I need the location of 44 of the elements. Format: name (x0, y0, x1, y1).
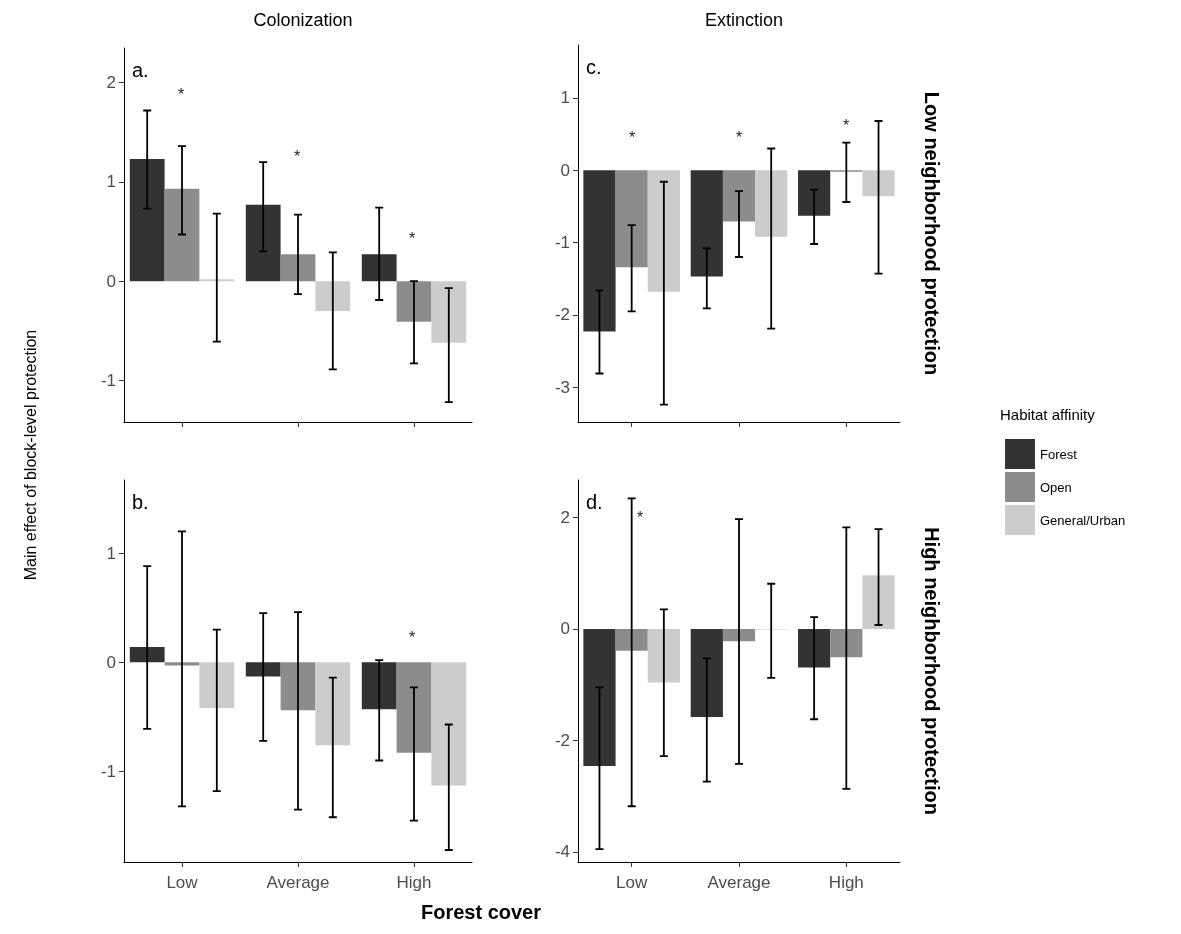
annotation: * (408, 628, 416, 646)
y-tick-label: -1 (100, 761, 116, 781)
annotation: * (293, 147, 301, 165)
x-tick-label: Average (707, 873, 771, 892)
y-tick-label: 1 (560, 88, 570, 108)
y-tick-label: -4 (554, 842, 570, 862)
annotation: * (628, 128, 636, 146)
annotation: d. (586, 491, 603, 513)
y-tick-label: -1 (554, 233, 570, 253)
y-tick-label: 0 (106, 652, 116, 672)
annotation: * (636, 508, 644, 526)
x-tick-label: High (828, 873, 864, 892)
chart-title: Extinction (704, 10, 784, 30)
legend-title: Habitat affinity (1000, 405, 1096, 423)
annotation: b. (132, 491, 149, 513)
y-tick-label: -3 (554, 377, 570, 397)
y-tick-label: 0 (560, 160, 570, 180)
text: Low neighborhood protection (921, 91, 943, 376)
annotation: * (842, 116, 850, 134)
y-tick-label: -1 (100, 370, 116, 390)
y-tick-label: 0 (560, 619, 570, 639)
legend-label: Forest (1040, 446, 1078, 462)
annotation: a. (132, 59, 149, 81)
legend-label: General/Urban (1040, 512, 1126, 528)
x-tick-label: Low (166, 873, 199, 892)
y-tick-label: -2 (554, 730, 570, 750)
x-tick-label: High (396, 873, 432, 892)
y-axis-title: Main effect of block-level protection (21, 329, 39, 581)
x-axis-title: Forest cover (420, 901, 542, 923)
annotation: * (735, 128, 743, 146)
legend-label: Open (1040, 479, 1072, 495)
y-tick-label: 2 (106, 73, 116, 93)
annotation: * (177, 85, 185, 103)
y-tick-label: 1 (106, 543, 116, 563)
chart-title: Colonization (253, 10, 353, 30)
annotation: c. (586, 56, 602, 78)
y-tick-label: 2 (560, 507, 570, 527)
text: High neighborhood protection (921, 527, 943, 815)
x-tick-label: Average (266, 873, 330, 892)
y-tick-label: 0 (106, 271, 116, 291)
y-tick-label: -2 (554, 305, 570, 325)
annotation: * (408, 229, 416, 247)
y-tick-label: 1 (106, 172, 116, 192)
x-tick-label: Low (616, 873, 648, 892)
